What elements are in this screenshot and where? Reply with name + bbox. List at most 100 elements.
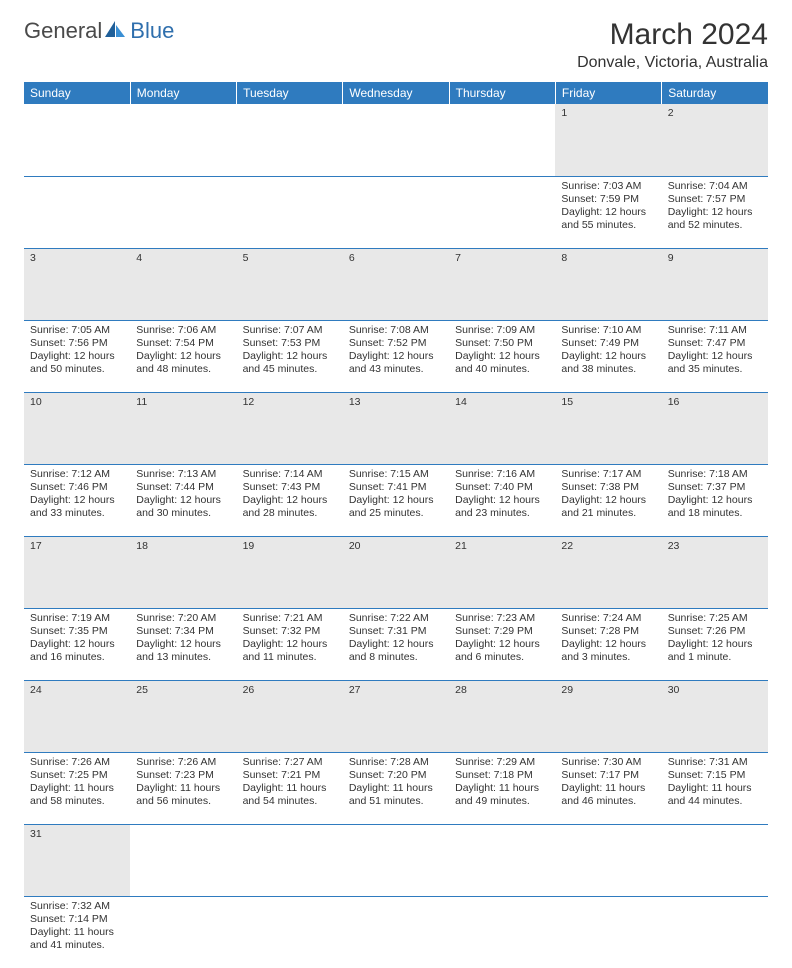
- day-sunset: Sunset: 7:32 PM: [243, 625, 337, 638]
- day-number-cell: 24: [24, 680, 130, 752]
- day-content-cell: Sunrise: 7:25 AMSunset: 7:26 PMDaylight:…: [662, 608, 768, 680]
- day-day1: Daylight: 11 hours: [30, 782, 124, 795]
- day-content-cell: Sunrise: 7:09 AMSunset: 7:50 PMDaylight:…: [449, 320, 555, 392]
- day-sunrise: Sunrise: 7:22 AM: [349, 612, 443, 625]
- day-number-cell: 13: [343, 392, 449, 464]
- day-sunset: Sunset: 7:21 PM: [243, 769, 337, 782]
- day-content-cell: [449, 176, 555, 248]
- day-sunrise: Sunrise: 7:25 AM: [668, 612, 762, 625]
- day-day2: and 33 minutes.: [30, 507, 124, 520]
- day-content-cell: Sunrise: 7:03 AMSunset: 7:59 PMDaylight:…: [555, 176, 661, 248]
- day-day1: Daylight: 12 hours: [668, 206, 762, 219]
- day-number-cell: 22: [555, 536, 661, 608]
- day-content-cell: Sunrise: 7:17 AMSunset: 7:38 PMDaylight:…: [555, 464, 661, 536]
- day-content-cell: Sunrise: 7:15 AMSunset: 7:41 PMDaylight:…: [343, 464, 449, 536]
- day-day2: and 50 minutes.: [30, 363, 124, 376]
- day-sunset: Sunset: 7:46 PM: [30, 481, 124, 494]
- title-block: March 2024 Donvale, Victoria, Australia: [577, 18, 768, 72]
- day-content-cell: Sunrise: 7:04 AMSunset: 7:57 PMDaylight:…: [662, 176, 768, 248]
- day-day2: and 52 minutes.: [668, 219, 762, 232]
- day-content-cell: Sunrise: 7:08 AMSunset: 7:52 PMDaylight:…: [343, 320, 449, 392]
- day-day2: and 8 minutes.: [349, 651, 443, 664]
- day-day2: and 16 minutes.: [30, 651, 124, 664]
- day-sunrise: Sunrise: 7:16 AM: [455, 468, 549, 481]
- day-day1: Daylight: 12 hours: [349, 494, 443, 507]
- sail-icon: [104, 18, 126, 44]
- day-content-cell: Sunrise: 7:29 AMSunset: 7:18 PMDaylight:…: [449, 752, 555, 824]
- day-content-cell: Sunrise: 7:32 AMSunset: 7:14 PMDaylight:…: [24, 896, 130, 968]
- day-sunrise: Sunrise: 7:09 AM: [455, 324, 549, 337]
- day-day1: Daylight: 12 hours: [30, 350, 124, 363]
- day-content-cell: Sunrise: 7:07 AMSunset: 7:53 PMDaylight:…: [237, 320, 343, 392]
- day-number-cell: 12: [237, 392, 343, 464]
- day-content-row: Sunrise: 7:26 AMSunset: 7:25 PMDaylight:…: [24, 752, 768, 824]
- day-sunrise: Sunrise: 7:15 AM: [349, 468, 443, 481]
- day-number-cell: 4: [130, 248, 236, 320]
- day-sunrise: Sunrise: 7:07 AM: [243, 324, 337, 337]
- day-number-cell: 23: [662, 536, 768, 608]
- day-day2: and 28 minutes.: [243, 507, 337, 520]
- day-content-row: Sunrise: 7:19 AMSunset: 7:35 PMDaylight:…: [24, 608, 768, 680]
- day-number-cell: 29: [555, 680, 661, 752]
- day-sunrise: Sunrise: 7:14 AM: [243, 468, 337, 481]
- day-number-row: 10111213141516: [24, 392, 768, 464]
- day-number-cell: 20: [343, 536, 449, 608]
- day-sunset: Sunset: 7:20 PM: [349, 769, 443, 782]
- day-day2: and 6 minutes.: [455, 651, 549, 664]
- day-day1: Daylight: 12 hours: [668, 350, 762, 363]
- day-content-cell: [555, 896, 661, 968]
- day-day2: and 30 minutes.: [136, 507, 230, 520]
- day-sunrise: Sunrise: 7:12 AM: [30, 468, 124, 481]
- day-number-cell: 6: [343, 248, 449, 320]
- day-day2: and 44 minutes.: [668, 795, 762, 808]
- day-day1: Daylight: 11 hours: [136, 782, 230, 795]
- day-day1: Daylight: 12 hours: [136, 638, 230, 651]
- day-number-row: 17181920212223: [24, 536, 768, 608]
- day-content-row: Sunrise: 7:12 AMSunset: 7:46 PM Daylight:…: [24, 464, 768, 536]
- day-sunrise: Sunrise: 7:26 AM: [30, 756, 124, 769]
- day-number-row: 12: [24, 104, 768, 176]
- day-content-cell: [449, 896, 555, 968]
- day-number-cell: [555, 824, 661, 896]
- day-sunset: Sunset: 7:44 PM: [136, 481, 230, 494]
- day-sunrise: Sunrise: 7:29 AM: [455, 756, 549, 769]
- day-sunrise: Sunrise: 7:08 AM: [349, 324, 443, 337]
- day-content-cell: [237, 176, 343, 248]
- day-sunrise: Sunrise: 7:31 AM: [668, 756, 762, 769]
- day-sunset: Sunset: 7:53 PM: [243, 337, 337, 350]
- location: Donvale, Victoria, Australia: [577, 54, 768, 72]
- day-day1: Daylight: 12 hours: [561, 494, 655, 507]
- day-number-cell: 11: [130, 392, 236, 464]
- day-day1: Daylight: 12 hours: [561, 206, 655, 219]
- day-number-cell: 10: [24, 392, 130, 464]
- day-number-cell: 26: [237, 680, 343, 752]
- day-sunset: Sunset: 7:29 PM: [455, 625, 549, 638]
- day-sunrise: Sunrise: 7:06 AM: [136, 324, 230, 337]
- day-content-cell: Sunrise: 7:30 AMSunset: 7:17 PMDaylight:…: [555, 752, 661, 824]
- day-sunrise: Sunrise: 7:18 AM: [668, 468, 762, 481]
- day-day2: and 3 minutes.: [561, 651, 655, 664]
- day-number-row: 3456789: [24, 248, 768, 320]
- day-content-cell: Sunrise: 7:12 AMSunset: 7:46 PMDaylight:…: [24, 464, 130, 536]
- day-content-cell: Sunrise: 7:28 AMSunset: 7:20 PMDaylight:…: [343, 752, 449, 824]
- calendar-body: 12 Sunrise: 7:03 AMSunset: 7:59 PMDaylig…: [24, 104, 768, 968]
- weekday-header: Friday: [555, 82, 661, 104]
- day-content-cell: Sunrise: 7:23 AMSunset: 7:29 PMDaylight:…: [449, 608, 555, 680]
- day-content-cell: [130, 896, 236, 968]
- day-content-cell: Sunrise: 7:19 AMSunset: 7:35 PMDaylight:…: [24, 608, 130, 680]
- day-day1: Daylight: 11 hours: [349, 782, 443, 795]
- weekday-header: Wednesday: [343, 82, 449, 104]
- day-number-cell: [343, 104, 449, 176]
- day-sunset: Sunset: 7:38 PM: [561, 481, 655, 494]
- day-number-cell: 19: [237, 536, 343, 608]
- day-sunset: Sunset: 7:52 PM: [349, 337, 443, 350]
- day-content-cell: [343, 176, 449, 248]
- day-content-cell: Sunrise: 7:22 AMSunset: 7:31 PMDaylight:…: [343, 608, 449, 680]
- day-content-cell: Sunrise: 7:26 AMSunset: 7:25 PMDaylight:…: [24, 752, 130, 824]
- day-sunset: Sunset: 7:35 PM: [30, 625, 124, 638]
- day-sunset: Sunset: 7:43 PM: [243, 481, 337, 494]
- day-number-cell: 2: [662, 104, 768, 176]
- day-sunset: Sunset: 7:47 PM: [668, 337, 762, 350]
- day-sunset: Sunset: 7:15 PM: [668, 769, 762, 782]
- day-sunrise: Sunrise: 7:17 AM: [561, 468, 655, 481]
